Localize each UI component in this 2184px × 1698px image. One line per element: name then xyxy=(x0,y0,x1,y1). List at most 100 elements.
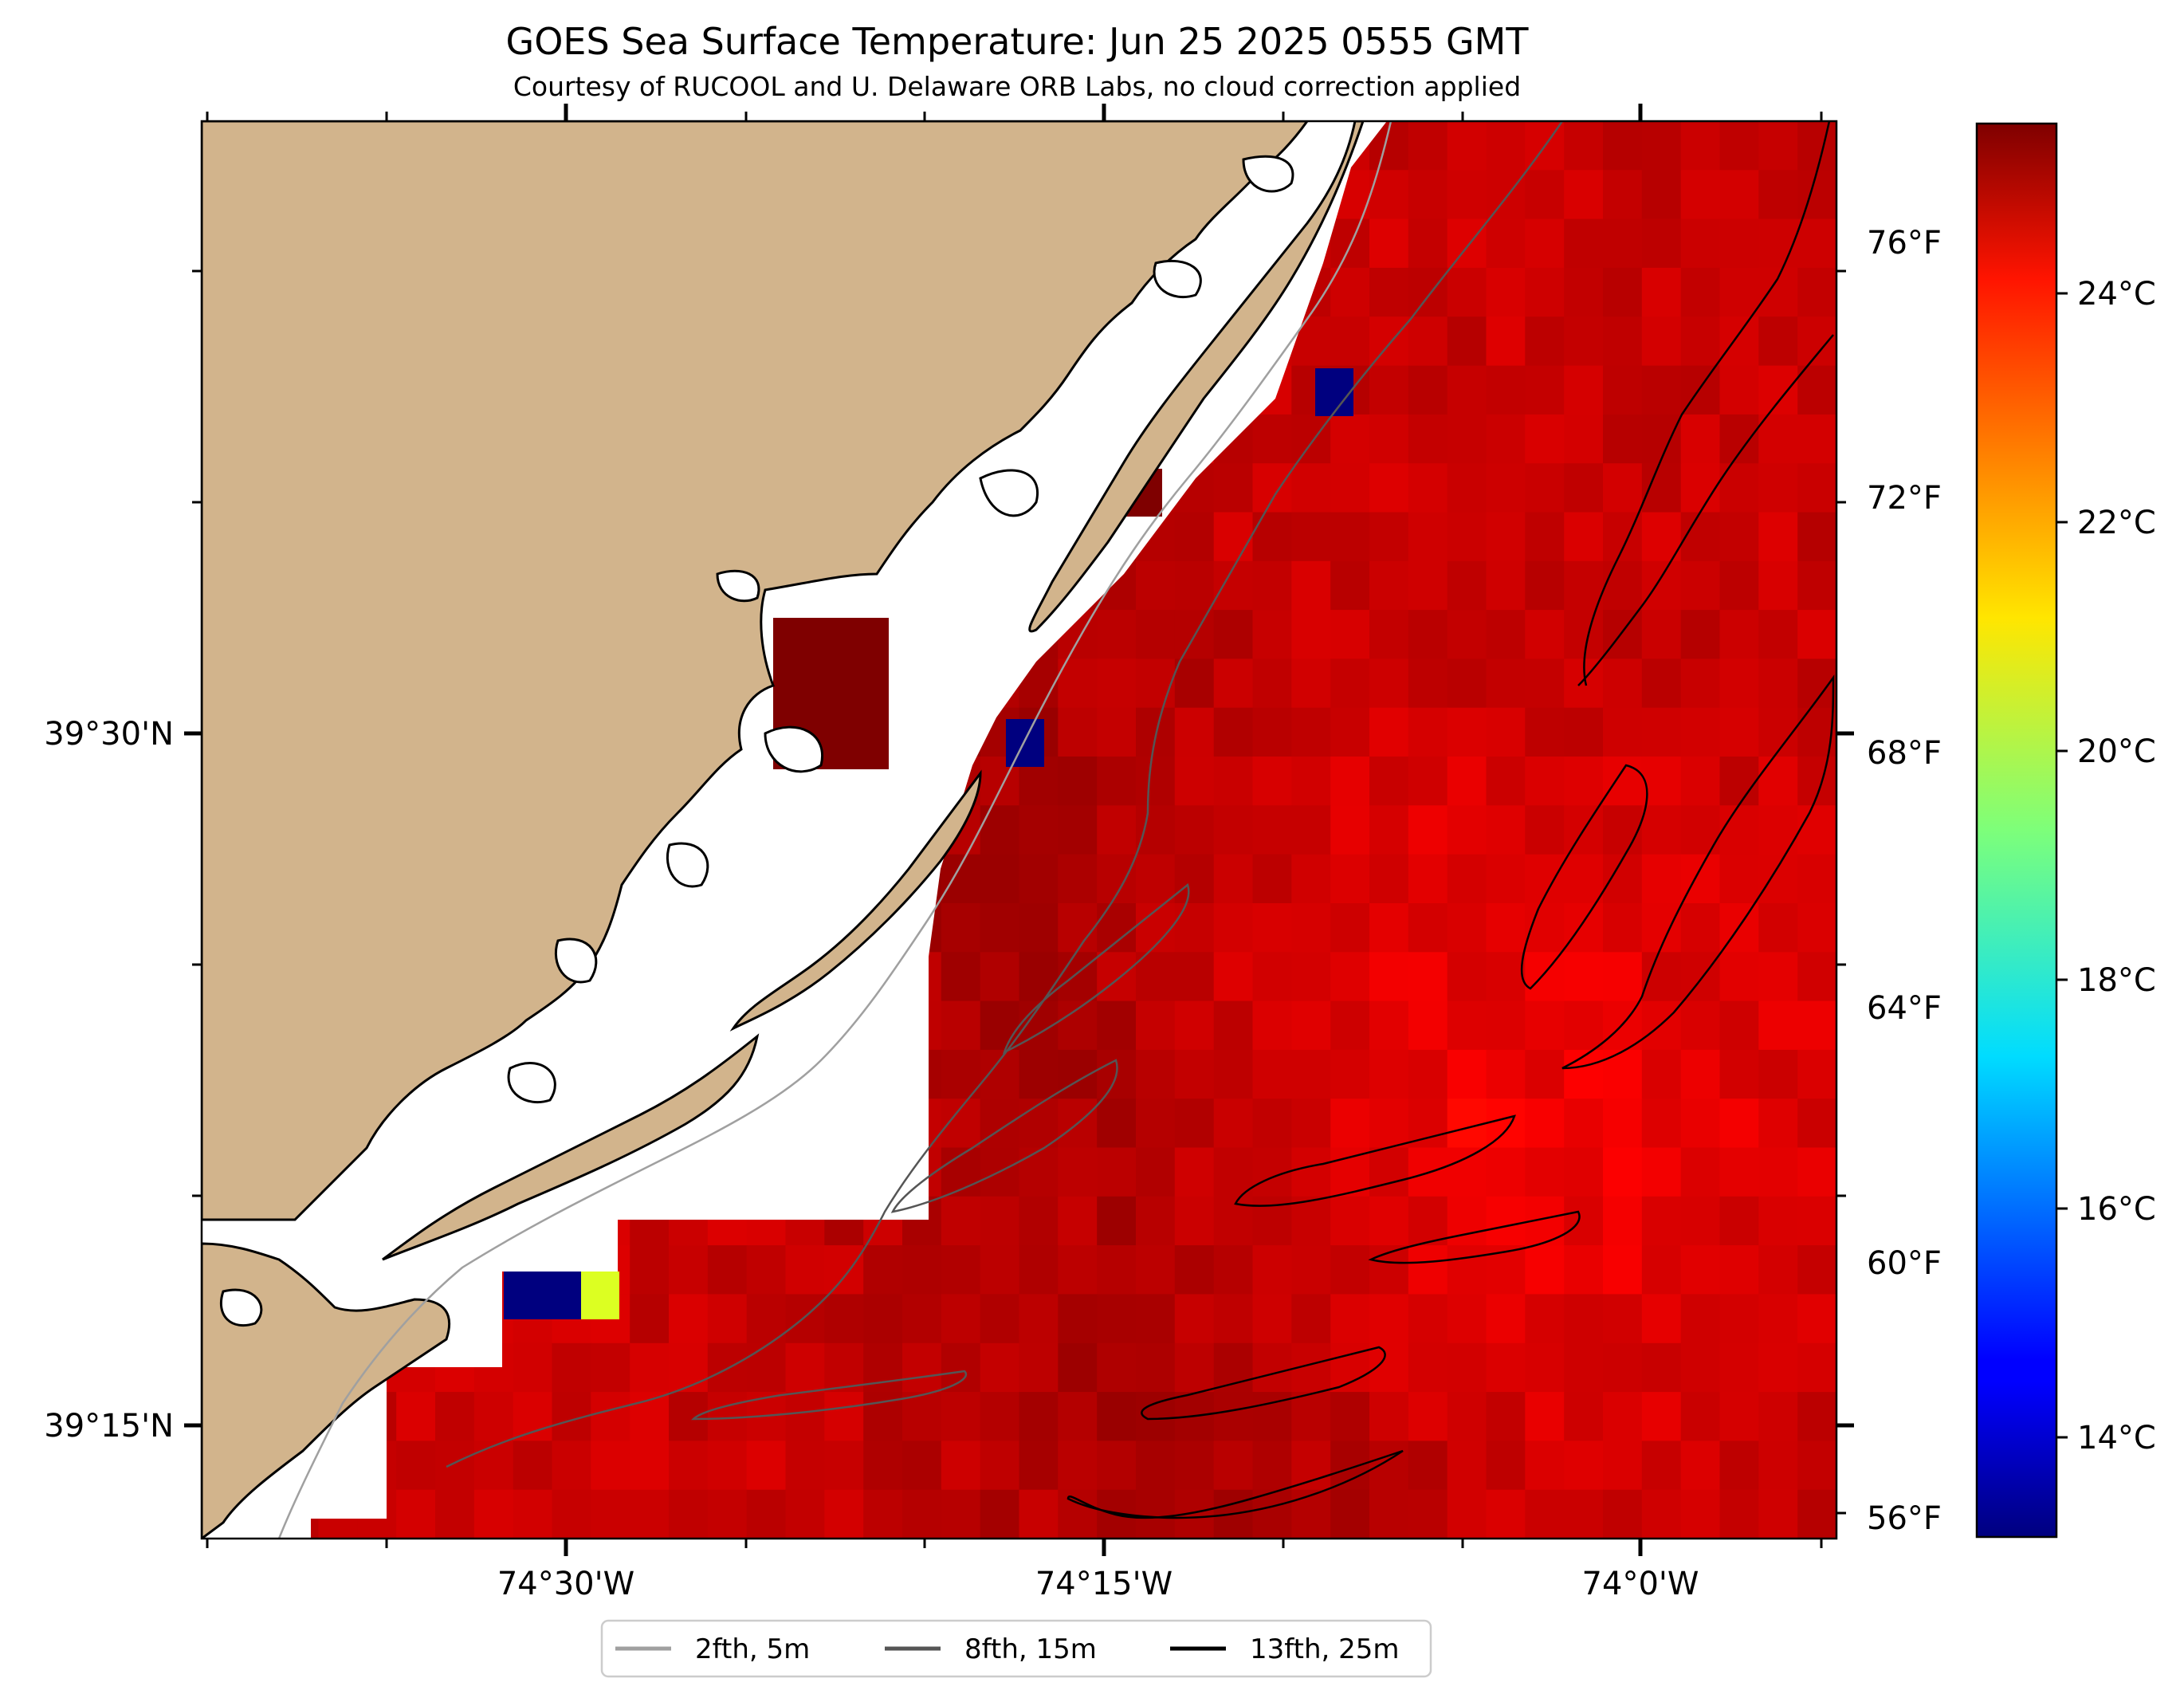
sst-cell xyxy=(1097,805,1137,855)
sst-cell xyxy=(1564,1049,1604,1100)
sst-cell xyxy=(1174,512,1215,562)
sst-cell xyxy=(1291,1196,1332,1247)
sst-cell xyxy=(1797,1196,1836,1247)
sst-cell xyxy=(1797,658,1836,709)
sst-cell xyxy=(1719,316,1760,367)
sst-cell xyxy=(941,1245,981,1295)
sst-cell xyxy=(1408,952,1448,1002)
sst-cell xyxy=(1525,1000,1565,1051)
sst-cell xyxy=(1641,1049,1682,1100)
contour-13fth-8 xyxy=(1066,1449,1404,1519)
sst-cell xyxy=(1213,1196,1254,1247)
sst-cell xyxy=(1447,1392,1487,1442)
sst-cell xyxy=(396,1489,436,1539)
sst-cell xyxy=(1486,1489,1526,1539)
sst-cell xyxy=(1058,1147,1098,1197)
sst-cell xyxy=(1097,1392,1137,1442)
sst-cell xyxy=(1408,267,1448,318)
sst-cell xyxy=(1525,463,1565,513)
sst-cell xyxy=(1136,952,1176,1002)
sst-cell xyxy=(1719,1147,1760,1197)
contour-13fth-3 xyxy=(1520,764,1648,990)
sst-cell xyxy=(1408,1392,1448,1442)
sst-cell xyxy=(746,1245,787,1295)
sst-cell xyxy=(1330,1245,1370,1295)
sst-cell xyxy=(1252,903,1293,953)
sst-cell xyxy=(863,1489,903,1539)
sst-cell xyxy=(1525,414,1565,465)
sst-cell xyxy=(1719,610,1760,660)
sst-cell xyxy=(1486,121,1526,171)
sst-cell xyxy=(1797,903,1836,953)
sst-cell xyxy=(1136,560,1176,611)
sst-cell xyxy=(1758,414,1799,465)
sst-cell xyxy=(1097,1000,1137,1051)
sst-cell xyxy=(1058,1245,1098,1295)
sst-cell xyxy=(1486,1196,1526,1247)
sst-cell xyxy=(1252,1000,1293,1051)
sst-cell xyxy=(1680,658,1721,709)
sst-cell xyxy=(1525,1441,1565,1491)
sst-cell xyxy=(1797,805,1836,855)
sst-cell xyxy=(591,1392,631,1442)
sst-cell xyxy=(785,1245,826,1295)
sst-cell xyxy=(1525,658,1565,709)
sst-cell xyxy=(1330,1196,1370,1247)
sst-cell xyxy=(1525,170,1565,220)
sst-cell xyxy=(1447,170,1487,220)
sst-cell xyxy=(1447,121,1487,171)
sst-cell xyxy=(1408,903,1448,953)
sst-cell xyxy=(1252,707,1293,757)
sst-cell xyxy=(1758,1196,1799,1247)
c-tick-label: 16°C xyxy=(2077,1191,2156,1228)
sst-cell xyxy=(1486,1441,1526,1491)
x-tick-label: 74°30'W xyxy=(497,1566,634,1602)
sst-cell xyxy=(1486,1294,1526,1344)
sst-cell xyxy=(1719,952,1760,1002)
sst-cell xyxy=(1213,512,1254,562)
sst-cell xyxy=(1486,854,1526,904)
sst-cell xyxy=(1680,610,1721,660)
sst-cell xyxy=(1603,560,1643,611)
sst-cell xyxy=(1408,170,1448,220)
contour-13fth-7 xyxy=(1141,1346,1386,1421)
sst-cell xyxy=(1213,1245,1254,1295)
sst-cell xyxy=(1408,1000,1448,1051)
f-tick-label: 64°F xyxy=(1867,990,1942,1027)
sst-cell xyxy=(863,1342,903,1393)
colorbar: 24°C 22°C 20°C 18°C 16°C 14°C xyxy=(1975,122,2156,1539)
sst-cell xyxy=(1291,1147,1332,1197)
sst-cell xyxy=(1447,805,1487,855)
sst-cell xyxy=(1758,757,1799,807)
chart-title: GOES Sea Surface Temperature: Jun 25 202… xyxy=(506,20,1530,63)
sst-cell xyxy=(1564,903,1604,953)
sst-cell xyxy=(1408,463,1448,513)
sst-cell xyxy=(1603,1196,1643,1247)
sst-cell xyxy=(1603,903,1643,953)
sst-cell xyxy=(1252,1245,1293,1295)
sst-cell xyxy=(1291,560,1332,611)
legend-label: 13fth, 25m xyxy=(1250,1633,1400,1665)
sst-cell xyxy=(1719,365,1760,415)
sst-cell xyxy=(1447,757,1487,807)
sst-cell xyxy=(1641,414,1682,465)
sst-cell xyxy=(1408,1441,1448,1491)
c-tick-label: 20°C xyxy=(2077,733,2156,770)
sst-cell xyxy=(1603,170,1643,220)
sst-cell xyxy=(1058,1342,1098,1393)
sst-cell xyxy=(1447,1196,1487,1247)
sst-cell xyxy=(591,1342,631,1393)
sst-cell xyxy=(630,1294,670,1344)
sst-cell xyxy=(1719,218,1760,269)
legend: 2fth, 5m 8fth, 15m 13fth, 25m xyxy=(600,1619,1432,1678)
sst-cell xyxy=(1252,1489,1293,1539)
sst-cell xyxy=(1058,903,1098,953)
sst-cell xyxy=(669,1294,709,1344)
sst-cell xyxy=(1603,1392,1643,1442)
sst-cell xyxy=(1213,903,1254,953)
sst-cell xyxy=(1447,854,1487,904)
cold-pixel-south xyxy=(504,1272,581,1319)
sst-cell xyxy=(1486,512,1526,562)
sst-cell xyxy=(1252,610,1293,660)
